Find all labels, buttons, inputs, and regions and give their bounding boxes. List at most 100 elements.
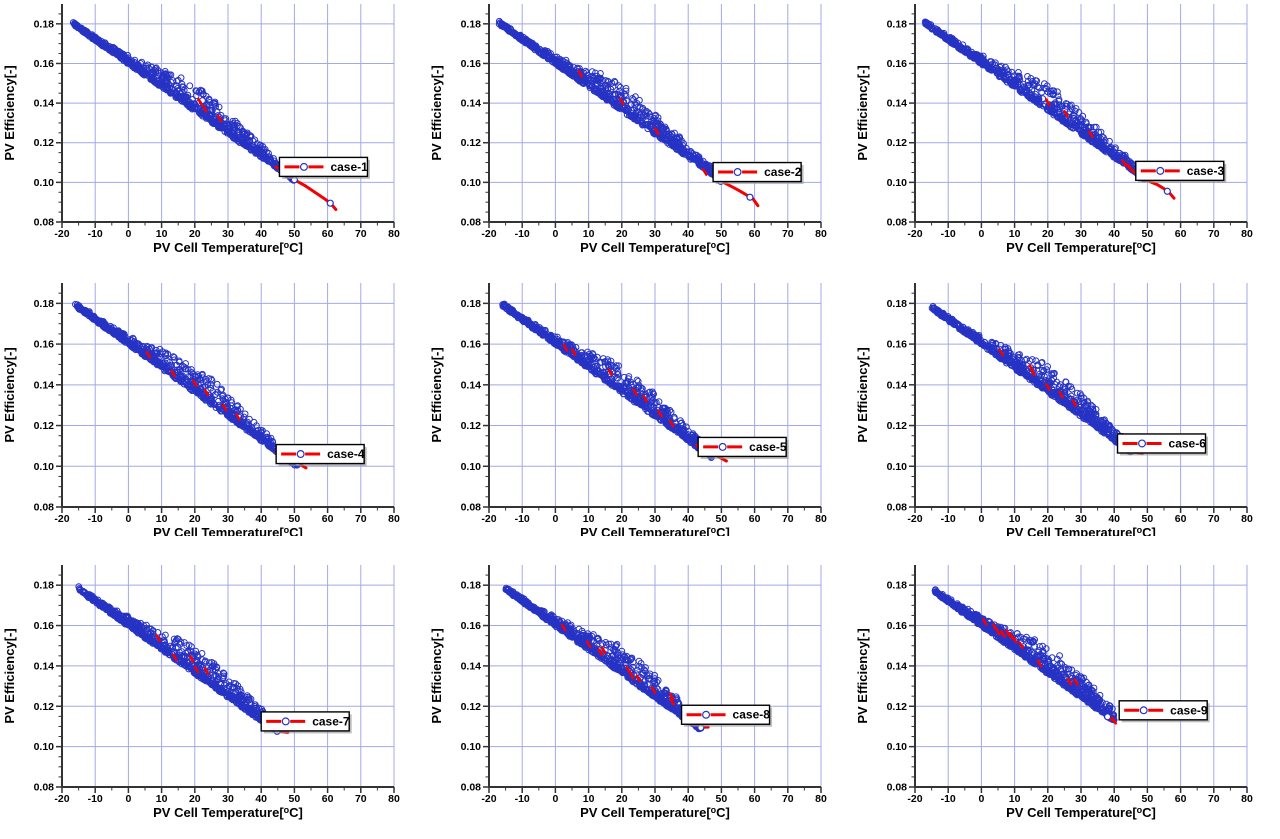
svg-text:60: 60 (322, 513, 334, 525)
scatter-points (922, 18, 1145, 179)
svg-text:0.10: 0.10 (460, 177, 481, 189)
y-axis-title: PV Efficiency[-] (2, 65, 17, 160)
chart-case-6: -20 -10 0 10 20 30 40 50 60 70 80 0.08 0.10 0.12 0.14 0… (853, 256, 1280, 536)
fit-marks (998, 348, 1078, 408)
svg-text:0: 0 (125, 513, 131, 525)
legend-label: case-1 (330, 160, 368, 174)
scatter-points (932, 586, 1118, 724)
svg-text:0.08: 0.08 (460, 217, 481, 229)
svg-text:80: 80 (815, 513, 827, 525)
fit-tail (1104, 713, 1117, 723)
svg-text:0.08: 0.08 (887, 217, 908, 229)
gridlines (488, 565, 822, 787)
svg-text:-10: -10 (514, 513, 529, 525)
svg-text:0: 0 (552, 228, 558, 240)
svg-text:30: 30 (222, 513, 234, 525)
axes (482, 283, 822, 513)
svg-text:60: 60 (748, 228, 760, 240)
fit-marks (196, 97, 223, 123)
svg-text:0.18: 0.18 (887, 298, 908, 310)
gridlines (62, 565, 395, 787)
x-axis-title: PV Cell Temperature[oC] (153, 240, 303, 255)
svg-text:80: 80 (1241, 513, 1253, 525)
y-axis-title: PV Efficiency[-] (429, 347, 444, 442)
chart-case-7: -20 -10 0 10 20 30 40 50 60 70 80 0.08 0.10 0.12 0.14 0… (0, 536, 427, 839)
scatter-points (72, 300, 301, 469)
svg-text:-20: -20 (54, 513, 69, 525)
svg-text:0.12: 0.12 (34, 420, 55, 432)
chart-case-6-svg: -20 -10 0 10 20 30 40 50 60 70 80 0.08 0.10 0.12 0.14 0… (855, 283, 1253, 536)
svg-text:0.16: 0.16 (887, 58, 908, 70)
y-axis-title: PV Efficiency[-] (2, 628, 17, 723)
svg-text:50: 50 (715, 228, 727, 240)
x-axis-title: PV Cell Temperature[oC] (1006, 525, 1156, 536)
svg-text:60: 60 (1175, 513, 1187, 525)
axes (56, 565, 395, 793)
svg-text:0.14: 0.14 (887, 98, 908, 110)
y-axis-title: PV Efficiency[-] (855, 65, 870, 160)
gridlines (915, 4, 1248, 222)
legend: case-3 (1135, 160, 1227, 183)
chart-case-1-svg: -20 -10 0 10 20 30 40 50 60 70 80 0.08 0.10 0.12 0.14 0… (2, 4, 400, 255)
chart-case-1: -20 -10 0 10 20 30 40 50 60 70 80 0.08 0.10 0.12 0.14 0… (0, 0, 427, 256)
svg-text:0.08: 0.08 (460, 502, 481, 514)
chart-case-3: -20 -10 0 10 20 30 40 50 60 70 80 0.08 0.10 0.12 0.14 0… (853, 0, 1280, 256)
svg-text:50: 50 (289, 228, 301, 240)
gridlines (62, 283, 395, 507)
svg-text:-10: -10 (514, 228, 529, 240)
svg-text:70: 70 (782, 513, 794, 525)
chart-case-5: -20 -10 0 10 20 30 40 50 60 70 80 0.08 0.10 0.12 0.14 0… (427, 256, 854, 536)
svg-text:0.08: 0.08 (34, 217, 55, 229)
svg-text:0: 0 (979, 513, 985, 525)
svg-text:70: 70 (1208, 513, 1220, 525)
tick-labels: -20 -10 0 10 20 30 40 50 60 70 80 0.08 0.10 0.12 0.14 0… (887, 298, 1253, 525)
svg-text:0.14: 0.14 (34, 379, 55, 391)
svg-text:30: 30 (649, 228, 661, 240)
fit-marks (145, 350, 241, 421)
svg-text:60: 60 (322, 228, 334, 240)
svg-text:0.10: 0.10 (460, 461, 481, 473)
chart-case-9: -20 -10 0 10 20 30 40 50 60 70 80 0.08 0.10 0.12 0.14 0… (853, 536, 1280, 839)
tick-labels: -20 -10 0 10 20 30 40 50 60 70 80 0.08 0.10 0.12 0.14 0… (34, 18, 400, 240)
axes (909, 4, 1249, 228)
svg-text:10: 10 (156, 513, 168, 525)
chart-case-4-svg: -20 -10 0 10 20 30 40 50 60 70 80 0.08 0.10 0.12 0.14 0… (2, 283, 400, 536)
svg-text:-10: -10 (88, 228, 103, 240)
legend: case-6 (1117, 433, 1209, 456)
y-axis-title: PV Efficiency[-] (855, 347, 870, 442)
fit-marks (577, 69, 708, 176)
svg-text:0: 0 (125, 228, 131, 240)
svg-text:10: 10 (156, 228, 168, 240)
svg-text:20: 20 (1042, 513, 1054, 525)
x-axis-title: PV Cell Temperature[oC] (1006, 240, 1156, 255)
svg-text:-20: -20 (481, 513, 496, 525)
svg-text:0.12: 0.12 (34, 137, 55, 149)
svg-text:0.16: 0.16 (34, 339, 55, 351)
svg-text:20: 20 (616, 513, 628, 525)
svg-text:60: 60 (1175, 228, 1187, 240)
svg-text:70: 70 (355, 228, 367, 240)
axes (482, 4, 822, 228)
svg-text:60: 60 (748, 513, 760, 525)
svg-text:10: 10 (1009, 513, 1021, 525)
svg-text:80: 80 (815, 228, 827, 240)
svg-text:0.12: 0.12 (887, 420, 908, 432)
legend-label: case-9 (1171, 703, 1209, 717)
chart-case-8: -20 -10 0 10 20 30 40 50 60 70 80 0.08 0.10 0.12 0.14 0… (427, 536, 854, 839)
chart-case-9-svg: -20 -10 0 10 20 30 40 50 60 70 800.080.100.120.140… (855, 565, 1253, 820)
svg-text:0.14: 0.14 (887, 379, 908, 391)
svg-text:50: 50 (289, 513, 301, 525)
svg-text:40: 40 (1109, 228, 1121, 240)
svg-text:20: 20 (616, 228, 628, 240)
svg-text:-20: -20 (54, 228, 69, 240)
scatter-points (498, 300, 715, 462)
y-axis-title: PV Efficiency[-] (429, 628, 444, 723)
svg-text:50: 50 (1142, 513, 1154, 525)
svg-text:40: 40 (255, 228, 267, 240)
fit-marks (562, 343, 701, 452)
legend-label: case-8 (732, 708, 770, 722)
axes (56, 4, 395, 228)
chart-case-8-svg: -20 -10 0 10 20 30 40 50 60 70 800.080.100.120.140… (429, 565, 827, 820)
x-axis-title: PV Cell Temperature[oC] (153, 525, 303, 536)
